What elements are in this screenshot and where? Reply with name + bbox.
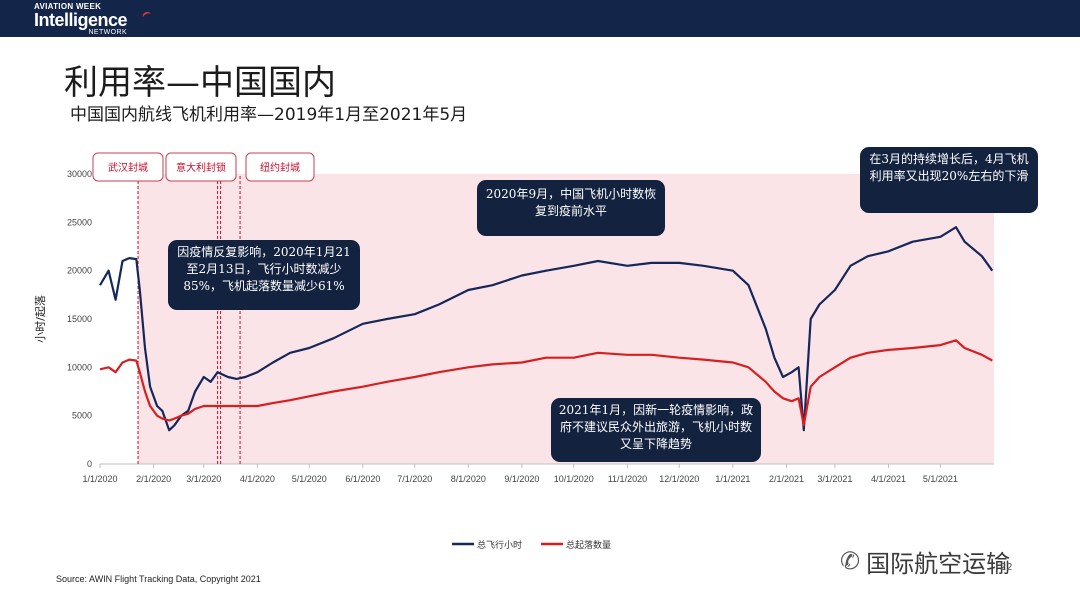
event-label: 武汉封城: [108, 161, 148, 174]
event-label-box: [92, 152, 164, 182]
event-label-box: [245, 152, 315, 182]
watermark-text: 国际航空运输: [866, 549, 1011, 578]
legend-label: 总飞行小时: [477, 539, 522, 551]
event-label: 意大利封锁: [176, 161, 226, 174]
callout-sept-recovery: 2020年9月，中国飞机小时数恢复到疫前水平: [477, 180, 665, 236]
cycles-line: [99, 339, 993, 427]
y-tick-label: 30000: [67, 169, 92, 179]
page-subtitle: 中国国内航线飞机利用率—2019年1月至2021年5月: [70, 105, 468, 125]
wechat-icon: ✆: [840, 547, 861, 575]
x-tick-label: 8/1/2020: [451, 474, 486, 484]
watermark: ✆ 国际航空运输: [840, 546, 1011, 578]
flight-hours-line: [99, 226, 994, 432]
y-tick-label: 0: [87, 459, 92, 469]
y-tick-label: 20000: [67, 266, 92, 276]
y-tick-label: 15000: [67, 314, 92, 324]
x-tick-label: 5/1/2021: [923, 474, 958, 484]
logo-line2: Intelligence: [34, 10, 128, 30]
page-title: 利用率—中国国内: [64, 63, 336, 103]
x-tick-label: 5/1/2020: [292, 474, 327, 484]
x-tick-label: 7/1/2020: [397, 474, 432, 484]
page-number: 22: [1000, 562, 1013, 573]
x-tick-label: 2/1/2020: [136, 474, 171, 484]
header-bar: AVIATION WEEK Intelligence NETWORK: [0, 0, 1080, 37]
logo-swoosh-icon: [141, 10, 152, 20]
y-tick-label: 5000: [72, 411, 92, 421]
event-label-box: [165, 152, 237, 182]
y-axis-label: 小时/起落: [34, 295, 47, 343]
logo-line1: AVIATION WEEK: [34, 2, 102, 11]
x-tick-label: 1/1/2021: [715, 474, 750, 484]
x-tick-label: 3/1/2021: [817, 474, 852, 484]
x-tick-label: 11/1/2020: [608, 474, 647, 484]
x-tick-label: 9/1/2020: [504, 474, 539, 484]
x-tick-label: 6/1/2020: [345, 474, 380, 484]
x-tick-label: 2/1/2021: [769, 474, 804, 484]
y-tick-label: 10000: [67, 362, 92, 372]
callout-covid-drop: 因疫情反复影响，2020年1月21至2月13日，飞行小时数减少85%，飞机起落数…: [168, 240, 360, 310]
legend-label: 总起落数量: [566, 539, 611, 551]
x-tick-label: 10/1/2020: [554, 474, 594, 484]
x-tick-label: 4/1/2020: [240, 474, 275, 484]
y-tick-label: 25000: [67, 217, 92, 227]
x-tick-label: 12/1/2020: [659, 474, 699, 484]
logo-line3: NETWORK: [88, 29, 128, 36]
x-tick-label: 4/1/2021: [871, 474, 906, 484]
event-label: 纽约封城: [260, 161, 300, 174]
source-note: Source: AWIN Flight Tracking Data, Copyr…: [56, 574, 261, 584]
callout-jan-decline: 2021年1月，因新一轮疫情影响，政府不建议民众外出旅游，飞机小时数又呈下降趋势: [551, 398, 761, 462]
aviation-week-logo: AVIATION WEEK Intelligence NETWORK: [34, 2, 152, 37]
callout-april-decline: 在3月的持续增长后，4月飞机利用率又出现20%左右的下滑: [860, 147, 1038, 213]
x-tick-label: 3/1/2020: [186, 474, 221, 484]
x-tick-label: 1/1/2020: [82, 474, 117, 484]
